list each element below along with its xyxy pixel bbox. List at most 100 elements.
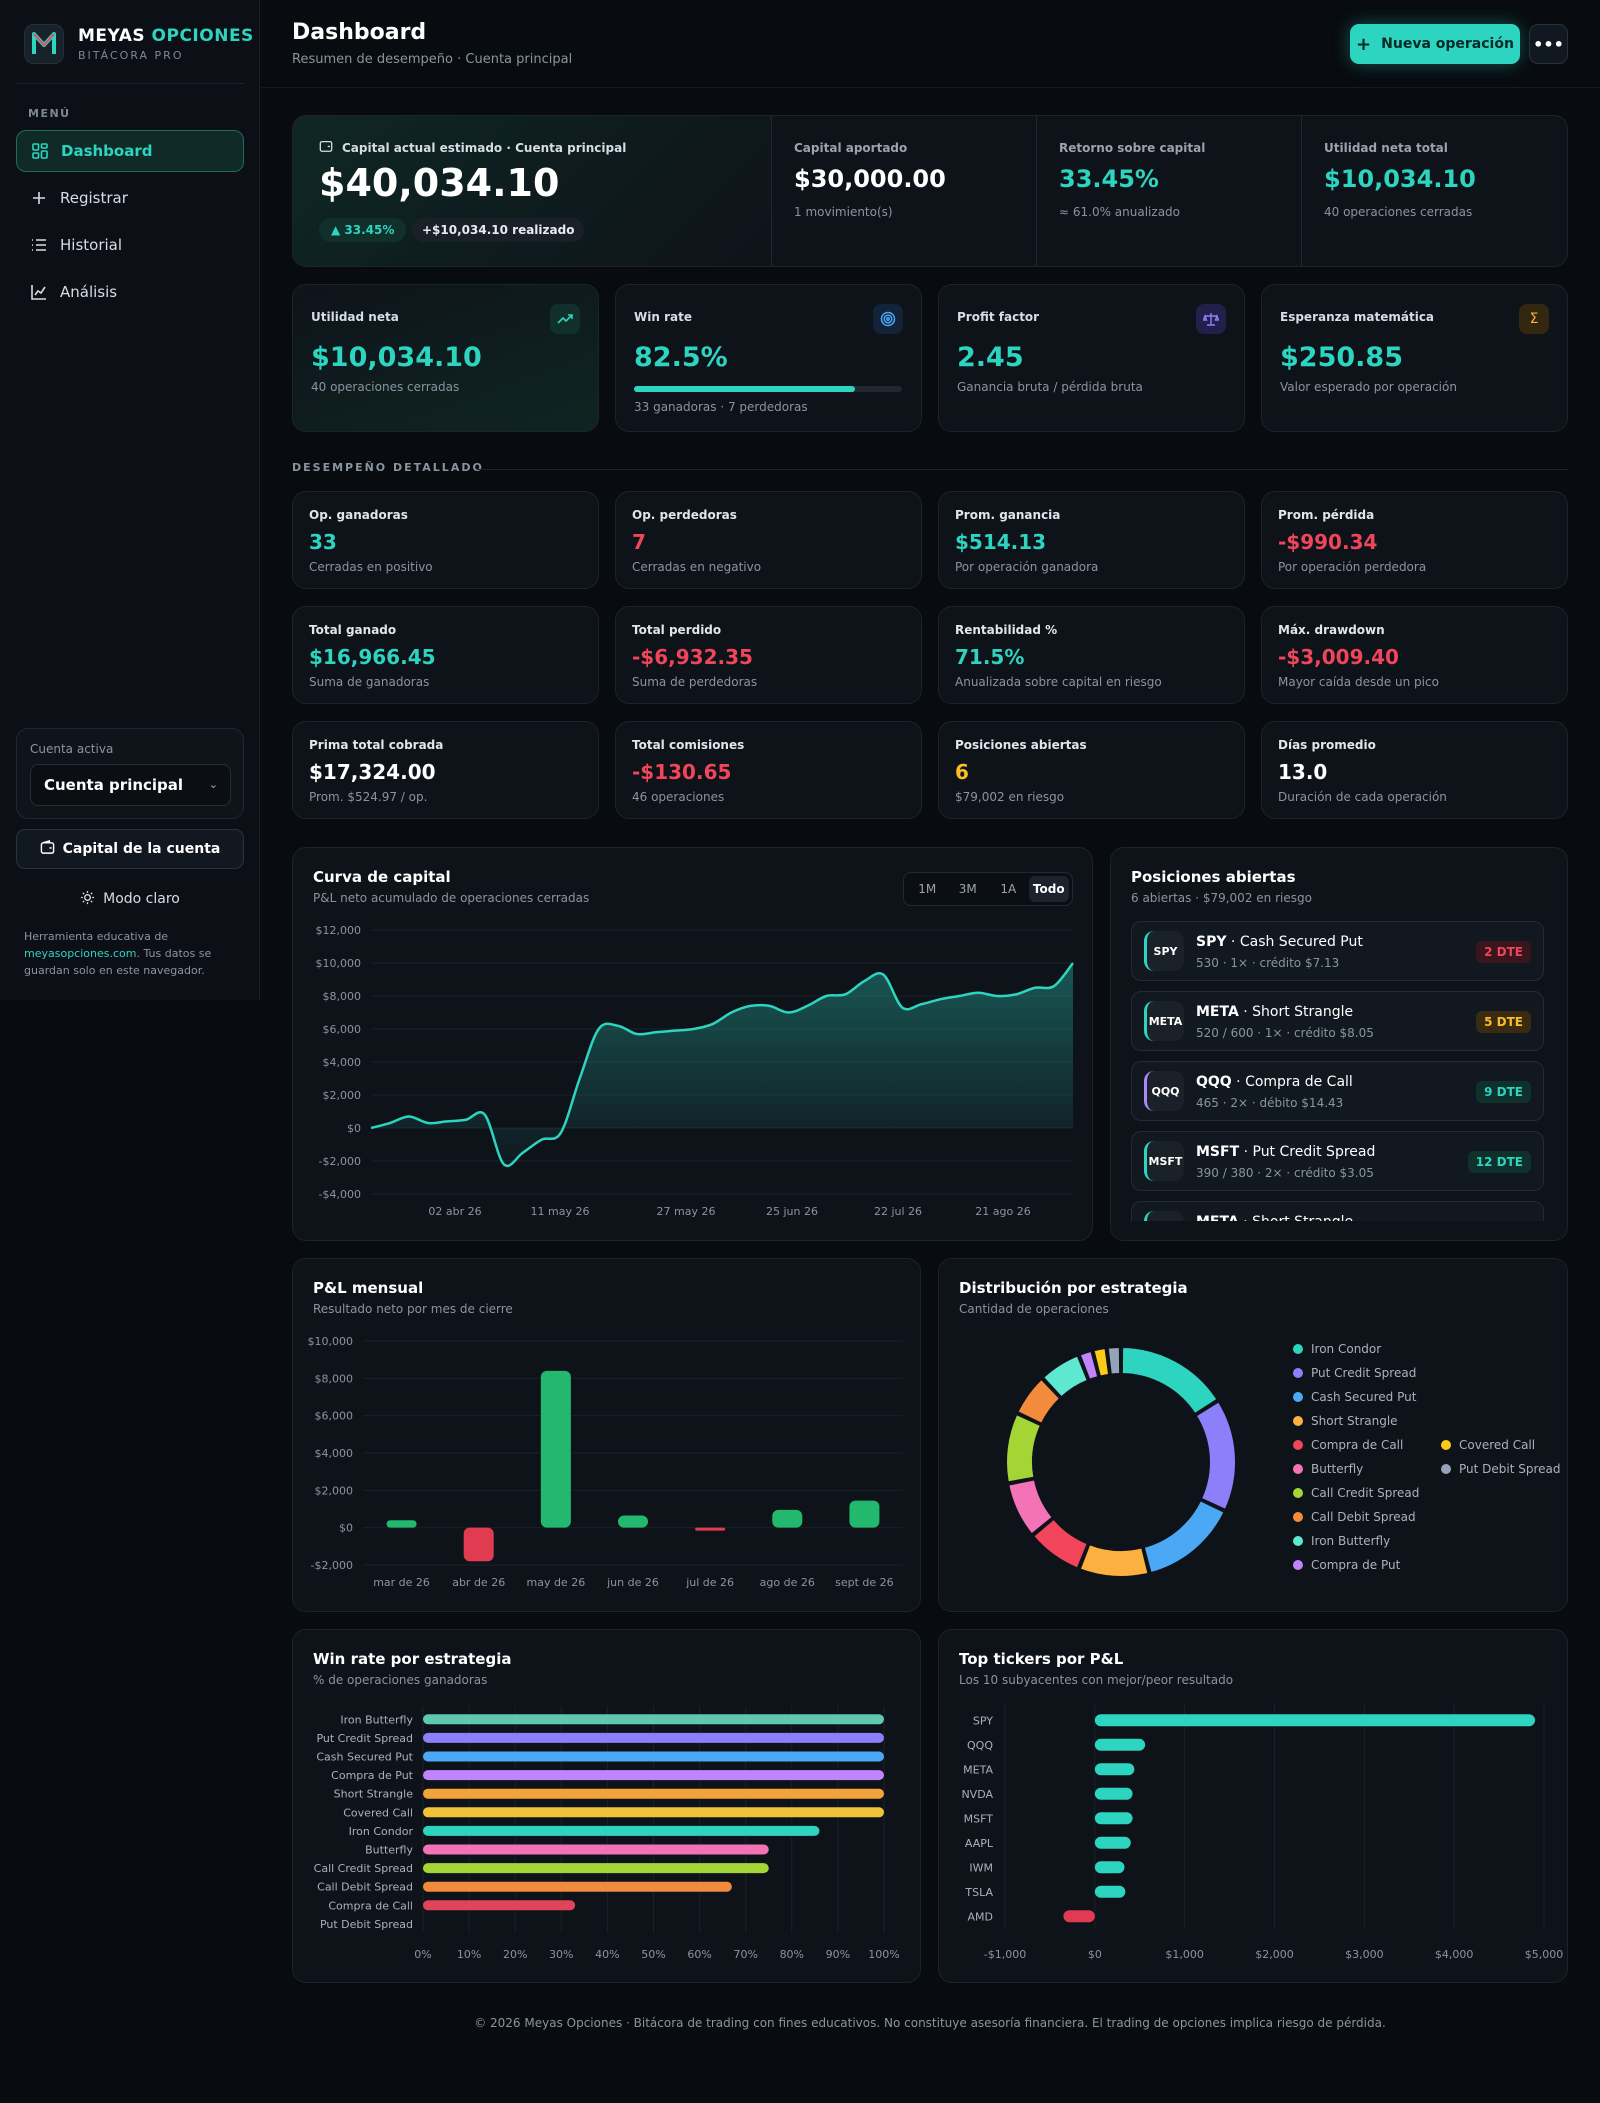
equity-line	[370, 962, 1074, 1168]
y-tick-label: Call Credit Spread	[314, 1862, 413, 1875]
monthly-pnl-card: P&L mensual Resultado neto por mes de ci…	[292, 1258, 921, 1612]
x-tick-label: 10%	[457, 1948, 481, 1961]
kpi-label: Win rate	[634, 310, 692, 324]
section-title: DESEMPEÑO DETALLADO	[292, 461, 484, 474]
position-item[interactable]: META META · Short Strangle	[1131, 1201, 1544, 1221]
metric-card: Posiciones abiertas 6 $79,002 en riesgo	[938, 721, 1245, 819]
sidebar-item-dashboard[interactable]: Dashboard	[16, 130, 244, 172]
x-tick-label: 11 may 26	[531, 1205, 590, 1218]
y-tick-label: $8,000	[315, 1372, 354, 1385]
y-tick-label: Short Strangle	[334, 1788, 414, 1801]
y-tick-label: $0	[339, 1522, 353, 1535]
account-select[interactable]: Cuenta principal ⌄	[30, 764, 231, 806]
bar	[423, 1807, 884, 1818]
metric-sub: Anualizada sobre capital en riesgo	[955, 675, 1162, 689]
y-tick-label: NVDA	[961, 1788, 993, 1801]
plus-icon	[30, 189, 48, 207]
y-tick-label: $4,000	[323, 1056, 362, 1069]
kpi-card-expectancy: Esperanza matemática Σ $250.85 Valor esp…	[1261, 284, 1568, 432]
range-todo[interactable]: Todo	[1028, 876, 1069, 902]
hero-stat-sub: ≈ 61.0% anualizado	[1059, 205, 1181, 219]
chart-legend: Iron Condor Put Credit Spread Cash Secured…	[1293, 1342, 1561, 1582]
hero-stat-label: Capital aportado	[794, 141, 908, 155]
dte-badge: 9 DTE	[1476, 1081, 1531, 1103]
metric-sub: Cerradas en positivo	[309, 560, 433, 574]
winrate-strategy-card: Win rate por estrategia % de operaciones…	[292, 1629, 921, 1983]
legend-item: Covered Call	[1441, 1438, 1535, 1452]
bar	[423, 1788, 884, 1799]
sidebar-item-label: Dashboard	[61, 142, 153, 160]
more-options-button[interactable]: •••	[1529, 24, 1568, 64]
sigma-icon: Σ	[1519, 304, 1549, 334]
x-tick-label: $5,000	[1525, 1948, 1564, 1961]
bar	[423, 1732, 884, 1743]
position-item[interactable]: QQQ QQQ · Compra de Call 465 · 2× · débito…	[1131, 1061, 1544, 1121]
hero-stat: Capital aportado $30,000.00 1 movimiento…	[772, 116, 1037, 266]
strategy-donut-chart	[1005, 1345, 1237, 1578]
y-tick-label: $2,000	[315, 1484, 354, 1497]
menu-title: MENÚ	[28, 107, 71, 120]
card-title: P&L mensual	[313, 1279, 424, 1297]
x-tick-label: 02 abr 26	[428, 1205, 481, 1218]
position-item[interactable]: SPY SPY · Cash Secured Put 530 · 1× · créd…	[1131, 921, 1544, 981]
page-subtitle: Resumen de desempeño · Cuenta principal	[292, 52, 573, 67]
metric-label: Prima total cobrada	[309, 738, 444, 752]
pie-slice	[1142, 1498, 1226, 1575]
sidebar-item-label: Análisis	[60, 283, 118, 301]
y-tick-label: $10,000	[308, 1335, 354, 1348]
dte-badge: 2 DTE	[1476, 941, 1531, 963]
kpi-value: $10,034.10	[311, 342, 482, 373]
pie-slice	[1120, 1345, 1219, 1416]
capital-button[interactable]: Capital de la cuenta	[16, 829, 244, 869]
x-tick-label: sept de 26	[835, 1576, 894, 1589]
position-item[interactable]: MSFT MSFT · Put Credit Spread 390 / 380 · …	[1131, 1131, 1544, 1191]
sun-icon	[80, 890, 95, 909]
sidebar-item-analisis[interactable]: Análisis	[16, 271, 244, 313]
sidebar-item-registrar[interactable]: Registrar	[16, 177, 244, 219]
sidebar-item-historial[interactable]: Historial	[16, 224, 244, 266]
legend-item: Compra de Put	[1293, 1558, 1400, 1572]
card-title: Top tickers por P&L	[959, 1650, 1124, 1668]
site-link[interactable]: meyasopciones.com	[24, 947, 137, 960]
metric-sub: Duración de cada operación	[1278, 790, 1447, 804]
bar	[1094, 1861, 1125, 1874]
metric-value: $16,966.45	[309, 645, 436, 669]
realized-pill: +$10,034.10 realizado	[412, 218, 585, 242]
bar	[423, 1844, 769, 1855]
legend-item: Iron Butterfly	[1293, 1534, 1390, 1548]
y-tick-label: $2,000	[323, 1089, 362, 1102]
metric-label: Op. ganadoras	[309, 508, 408, 522]
y-tick-label: Put Debit Spread	[320, 1918, 413, 1931]
bar	[423, 1881, 732, 1892]
range-1a[interactable]: 1A	[1000, 882, 1017, 896]
metric-label: Posiciones abiertas	[955, 738, 1087, 752]
kpi-label: Esperanza matemática	[1280, 310, 1435, 324]
metric-value: $17,324.00	[309, 760, 436, 784]
kpi-sub: Ganancia bruta / pérdida bruta	[957, 380, 1143, 394]
position-item[interactable]: META META · Short Strangle 520 / 600 · 1× …	[1131, 991, 1544, 1051]
kpi-card-net-profit: Utilidad neta $10,034.10 40 operaciones …	[292, 284, 599, 432]
new-operation-button[interactable]: + Nueva operación	[1350, 24, 1520, 64]
footer: © 2026 Meyas Opciones · Bitácora de trad…	[474, 2016, 1386, 2030]
metric-card: Total comisiones -$130.65 46 operaciones	[615, 721, 922, 819]
chart-line-icon	[30, 283, 48, 301]
equity-area	[371, 963, 1073, 1166]
position-title: QQQ · Compra de Call	[1196, 1074, 1353, 1090]
pie-slice	[1007, 1478, 1055, 1536]
return-pill: ▲ 33.45%	[319, 218, 407, 242]
brand[interactable]: MEYAS OPCIONES BITÁCORA PRO	[24, 24, 254, 64]
kpi-value: $250.85	[1280, 342, 1403, 373]
y-tick-label: Compra de Call	[328, 1899, 413, 1912]
y-tick-label: Cash Secured Put	[316, 1751, 413, 1764]
bar	[1094, 1787, 1133, 1800]
range-1m[interactable]: 1M	[918, 882, 937, 896]
theme-toggle[interactable]: Modo claro	[16, 884, 244, 914]
metric-value: -$6,932.35	[632, 645, 753, 669]
card-subtitle: Los 10 subyacentes con mejor/peor result…	[959, 1673, 1234, 1687]
position-title: META · Short Strangle	[1196, 1004, 1354, 1020]
pie-slice	[1106, 1345, 1122, 1376]
range-3m[interactable]: 3M	[958, 882, 977, 896]
card-title: Posiciones abiertas	[1131, 868, 1296, 886]
position-detail: 530 · 1× · crédito $7.13	[1196, 956, 1340, 970]
y-tick-label: AMD	[968, 1910, 994, 1923]
